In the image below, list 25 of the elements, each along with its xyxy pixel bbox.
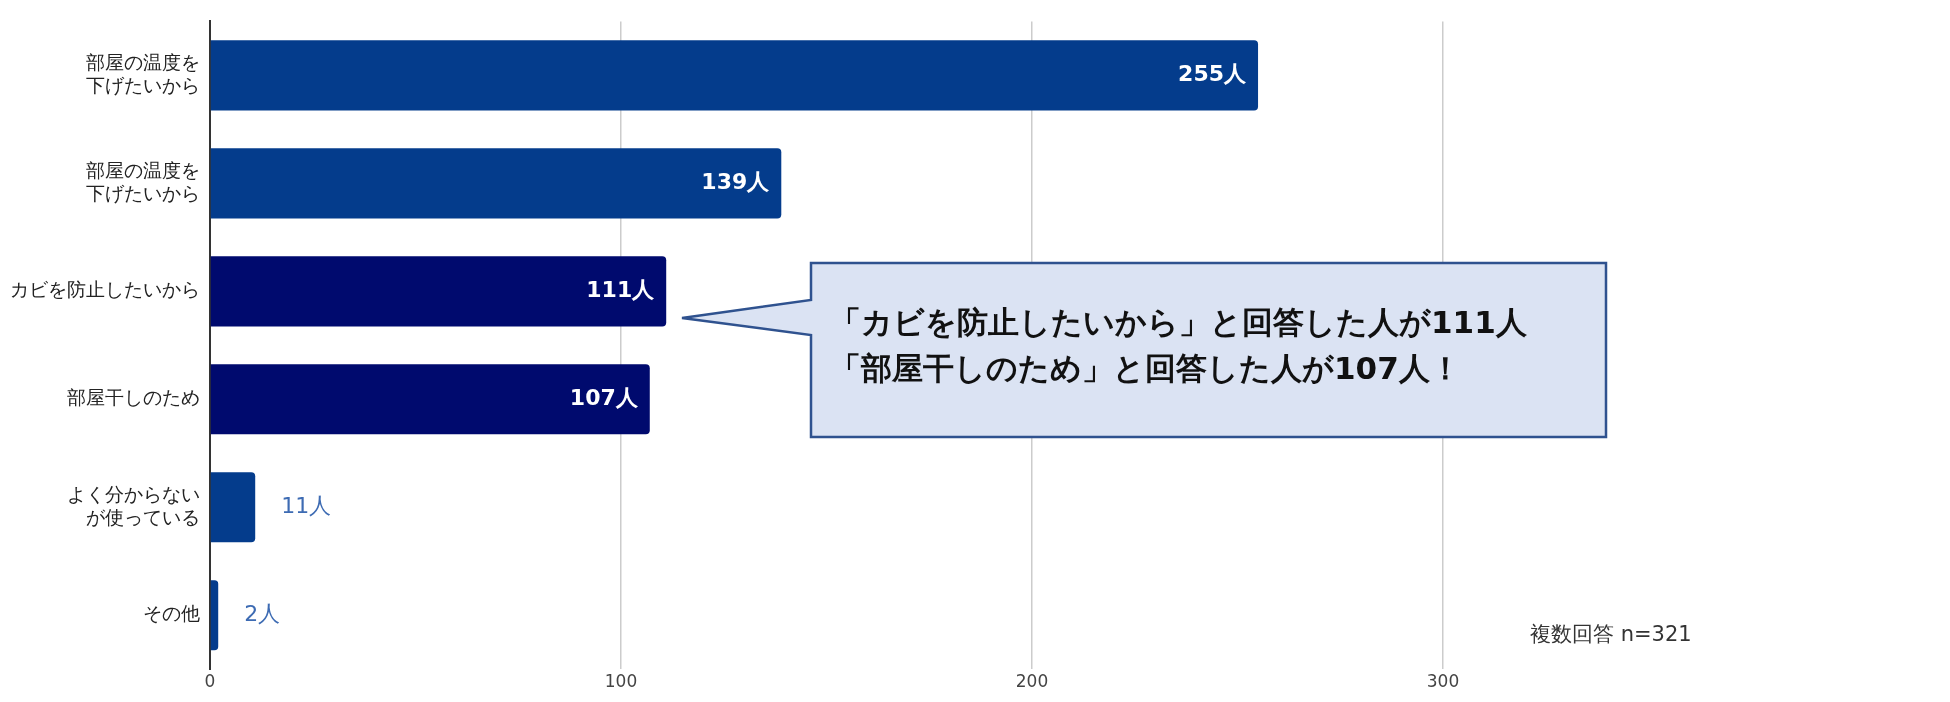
y-tick-label: よく分からないが使っている <box>67 482 200 528</box>
x-tick-label: 300 <box>1426 670 1460 691</box>
y-tick-label: その他 <box>143 602 200 625</box>
data-label: 255人 <box>1178 61 1248 87</box>
y-tick-label: 部屋干しのため <box>67 386 200 409</box>
x-tick-label: 0 <box>204 670 216 691</box>
x-tick-label: 100 <box>604 670 638 691</box>
annotation: 「カビを防止したいから」と回答した人が111人 <box>830 303 1527 342</box>
bar <box>210 148 782 219</box>
y-tick-label: 部屋の温度を下げたいから <box>86 158 200 204</box>
data-label: 111人 <box>586 277 656 303</box>
annotation: 「部屋干しのため」と回答した人が107人！ <box>830 349 1461 388</box>
bar <box>210 40 1259 111</box>
data-label: 107人 <box>569 385 639 410</box>
y-tick-label: 部屋の温度を下げたいから <box>86 50 200 96</box>
text: 複数回答 n=321 <box>1530 621 1692 648</box>
data-label: 2人 <box>244 600 281 626</box>
bar <box>210 472 256 543</box>
data-label: 139人 <box>701 169 771 195</box>
data-label: 11人 <box>281 492 332 518</box>
bar <box>210 256 667 327</box>
y-tick-label: カビを防止したいから <box>10 278 200 301</box>
bar <box>210 580 219 651</box>
x-tick-label: 200 <box>1015 670 1049 691</box>
bar <box>210 364 650 435</box>
